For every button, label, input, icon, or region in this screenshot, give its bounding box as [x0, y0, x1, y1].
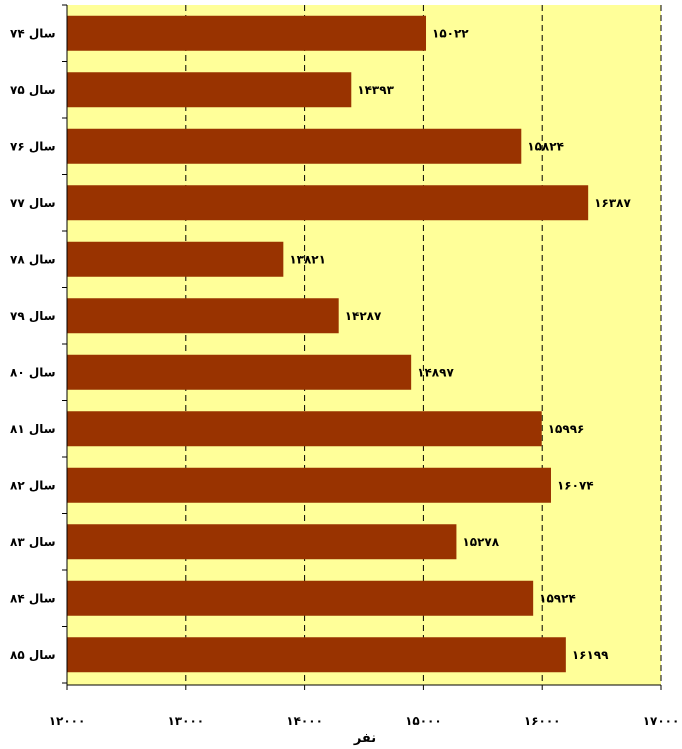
bar	[67, 185, 589, 221]
bars	[67, 15, 589, 673]
labels: سال ۷۴ ۱۵۰۲۲ سال ۷۵ ۱۴۳۹۳ سال ۷۶ ۱۵۸۲۴ سال ۷۷ ۱…	[10, 26, 679, 728]
category-label: سال ۸۱	[10, 422, 56, 436]
category-label: سال ۷۹	[10, 309, 56, 323]
data-label: ۱۵۹۲۴	[539, 591, 576, 605]
category-label: سال ۸۵	[10, 648, 56, 662]
data-label: ۱۳۸۲۱	[289, 252, 326, 266]
data-label: ۱۴۸۹۷	[417, 365, 454, 379]
category-label: سال ۸۲	[10, 478, 56, 492]
data-label: ۱۶۳۸۷	[594, 196, 631, 210]
x-tick-label: ۱۳۰۰۰	[167, 714, 204, 728]
data-label: ۱۶۱۹۹	[572, 648, 609, 662]
x-tick-label: ۱۵۰۰۰	[405, 714, 442, 728]
bar	[67, 298, 339, 334]
category-label: سال ۸۳	[10, 535, 56, 549]
bar	[67, 467, 551, 503]
data-label: ۱۴۳۹۳	[357, 83, 394, 97]
category-label: سال ۷۴	[10, 26, 56, 40]
data-label: ۱۵۹۹۶	[548, 422, 585, 436]
bar	[67, 524, 457, 560]
data-label: ۱۵۸۲۴	[527, 139, 564, 153]
bar	[67, 580, 534, 616]
category-label: سال ۸۴	[10, 591, 56, 605]
bar	[67, 128, 522, 164]
bar	[67, 411, 542, 447]
x-tick-label: ۱۲۰۰۰	[49, 714, 86, 728]
axes	[62, 4, 662, 690]
bar	[67, 72, 352, 108]
plot-area	[67, 5, 661, 685]
category-label: سال ۷۶	[10, 139, 56, 153]
category-label: سال ۷۸	[10, 252, 56, 266]
x-tick-label: ۱۶۰۰۰	[524, 714, 561, 728]
bar	[67, 241, 284, 277]
data-label: ۱۵۲۷۸	[462, 535, 499, 549]
bar	[67, 15, 427, 51]
bar	[67, 637, 566, 673]
data-label: ۱۴۲۸۷	[345, 309, 382, 323]
x-axis-title: نفر	[353, 731, 376, 746]
gridlines	[185, 5, 662, 685]
x-tick-label: ۱۷۰۰۰	[643, 714, 680, 728]
category-label: سال ۸۰	[10, 365, 56, 379]
category-label: سال ۷۵	[10, 83, 56, 97]
category-label: سال ۷۷	[10, 196, 56, 210]
data-label: ۱۶۰۷۴	[557, 478, 594, 492]
x-tick-label: ۱۴۰۰۰	[286, 714, 323, 728]
bar	[67, 354, 412, 390]
data-label: ۱۵۰۲۲	[432, 26, 469, 40]
